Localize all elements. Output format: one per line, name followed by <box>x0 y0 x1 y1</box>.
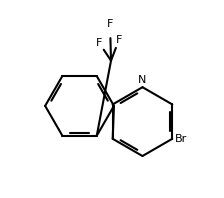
Text: F: F <box>96 38 102 48</box>
Text: F: F <box>116 35 122 45</box>
Text: Br: Br <box>175 134 187 144</box>
Text: F: F <box>107 19 113 29</box>
Text: N: N <box>138 75 147 85</box>
